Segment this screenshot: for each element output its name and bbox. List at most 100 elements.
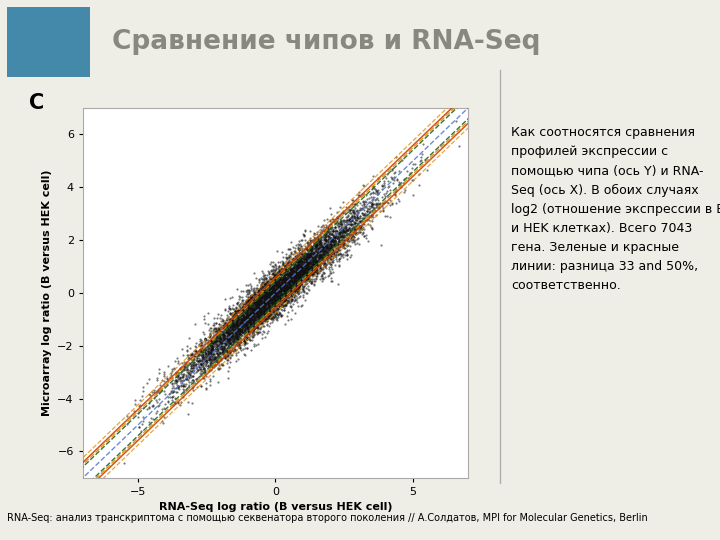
Point [310, 255, 322, 264]
Point [179, 376, 190, 384]
Point [228, 337, 239, 346]
Point [235, 344, 246, 353]
Point [244, 320, 256, 329]
Point [370, 186, 382, 195]
Point [294, 281, 305, 289]
Point [298, 245, 310, 253]
Point [222, 328, 233, 337]
Point [361, 197, 372, 206]
Point [231, 312, 243, 320]
Point [302, 273, 313, 281]
Point [191, 349, 202, 357]
Point [351, 224, 362, 232]
Point [251, 284, 263, 293]
Point [257, 312, 269, 320]
Point [248, 289, 259, 298]
Point [231, 326, 243, 335]
Point [338, 236, 350, 245]
Point [311, 257, 323, 266]
Point [252, 323, 264, 332]
Point [289, 274, 301, 283]
Point [173, 359, 184, 368]
Point [266, 300, 277, 308]
Point [266, 292, 277, 300]
Point [310, 241, 321, 249]
Point [235, 319, 247, 327]
Point [289, 273, 301, 282]
Point [286, 288, 297, 296]
Point [393, 197, 405, 205]
Point [316, 255, 328, 264]
Point [288, 256, 300, 265]
Point [255, 296, 266, 305]
Point [256, 310, 267, 319]
Point [335, 254, 346, 262]
Point [244, 312, 256, 320]
Point [246, 310, 257, 319]
Point [167, 388, 179, 396]
Point [297, 264, 309, 273]
Point [179, 362, 191, 370]
Point [297, 293, 308, 301]
Point [235, 327, 246, 335]
Point [201, 352, 212, 361]
Point [231, 299, 243, 308]
Point [192, 366, 204, 375]
Point [305, 252, 317, 261]
Point [291, 280, 302, 288]
Point [245, 314, 256, 323]
Point [234, 319, 246, 327]
Point [299, 266, 310, 274]
Point [284, 268, 296, 277]
Point [220, 327, 231, 336]
Point [304, 262, 315, 271]
Point [222, 336, 234, 345]
Point [297, 272, 308, 280]
Point [341, 212, 353, 221]
Point [216, 348, 228, 356]
Point [333, 221, 345, 230]
Point [215, 349, 226, 357]
Point [238, 323, 249, 332]
Point [320, 238, 332, 247]
Point [278, 281, 289, 290]
Point [272, 275, 284, 284]
Point [259, 309, 271, 318]
Point [276, 274, 288, 283]
Point [266, 290, 277, 299]
Point [256, 306, 268, 314]
Point [171, 376, 182, 384]
Point [294, 267, 305, 276]
Point [338, 236, 350, 245]
Point [193, 349, 204, 358]
Point [341, 203, 352, 212]
Point [269, 305, 280, 313]
Point [221, 343, 233, 352]
Point [283, 283, 294, 292]
Point [243, 286, 254, 295]
Point [284, 267, 296, 275]
Point [276, 278, 287, 287]
Point [309, 263, 320, 272]
Point [278, 295, 289, 303]
Point [251, 306, 262, 315]
Point [267, 304, 279, 313]
Point [271, 293, 282, 302]
Point [365, 211, 377, 220]
Point [227, 320, 238, 329]
Point [215, 356, 227, 364]
Point [253, 300, 265, 308]
Point [274, 291, 285, 299]
Point [210, 319, 221, 328]
Point [270, 299, 282, 308]
Point [390, 199, 402, 208]
Point [251, 298, 262, 307]
Point [290, 273, 302, 281]
Point [277, 281, 289, 289]
Point [259, 298, 271, 307]
Point [269, 280, 281, 289]
Point [252, 309, 264, 318]
Point [291, 272, 302, 281]
Point [186, 367, 198, 375]
Point [285, 275, 297, 284]
